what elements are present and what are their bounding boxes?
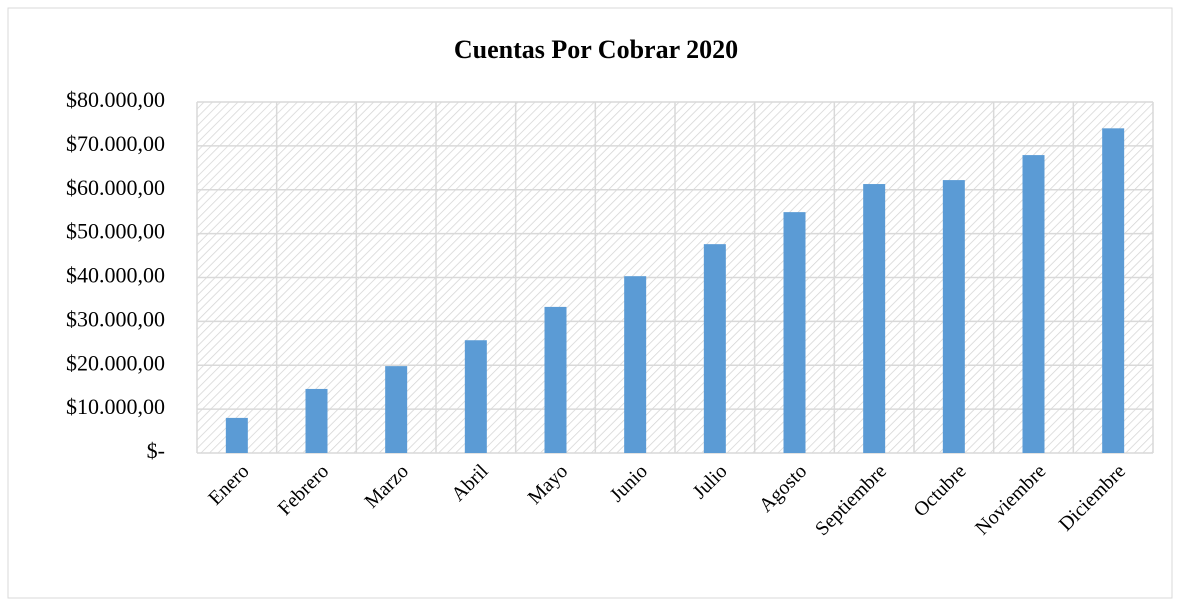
bar [1022,155,1045,453]
bar [464,340,487,453]
bar [783,212,806,453]
bar [624,276,647,453]
bar [385,366,408,453]
bar [703,244,726,453]
y-tick-label: $70.000,00 [66,131,165,156]
bar [863,184,886,453]
bar [1102,128,1125,453]
y-tick-label: $20.000,00 [66,350,165,375]
chart-title: Cuentas Por Cobrar 2020 [454,35,738,64]
bar [544,306,567,453]
y-tick-label: $50.000,00 [66,219,165,244]
bar [305,388,328,453]
y-tick-label: $80.000,00 [66,87,165,112]
y-tick-label: $60.000,00 [66,175,165,200]
bar [225,417,248,453]
y-tick-label: $40.000,00 [66,263,165,288]
bar [942,180,965,453]
y-tick-label: $30.000,00 [66,306,165,331]
y-tick-label: $10.000,00 [66,394,165,419]
y-tick-label: $- [147,438,165,463]
